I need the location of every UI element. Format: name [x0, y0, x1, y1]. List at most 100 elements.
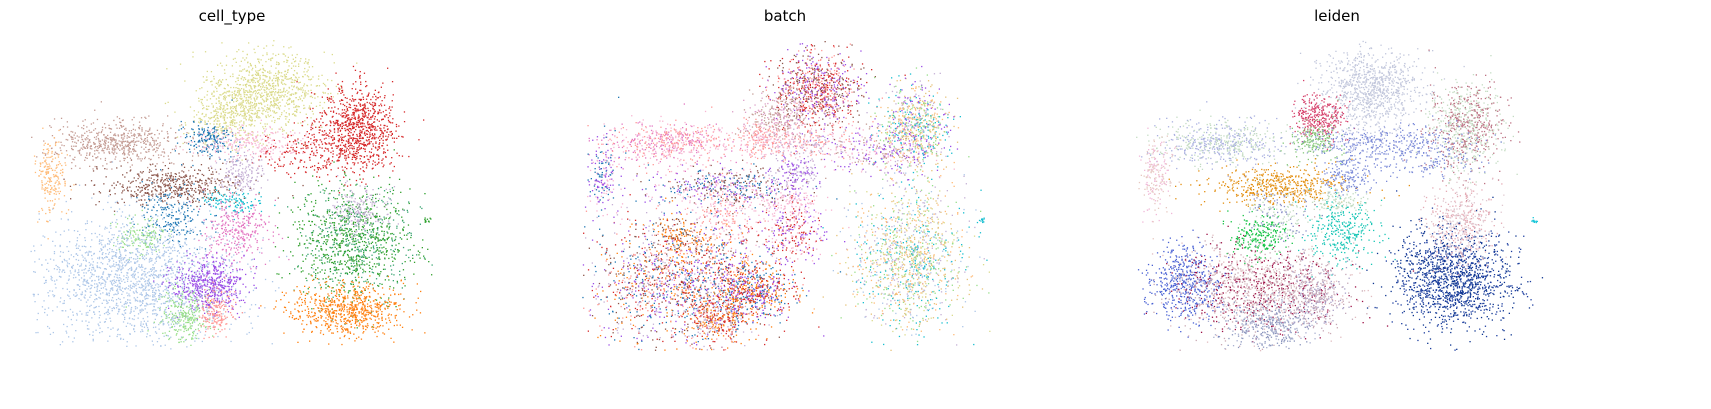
scatter-point	[265, 126, 266, 127]
scatter-point	[229, 127, 230, 128]
scatter-point	[250, 94, 251, 95]
scatter-point	[273, 96, 274, 97]
scatter-point	[391, 162, 392, 163]
scatter-point	[282, 238, 283, 239]
scatter-point	[259, 79, 260, 80]
scatter-point	[350, 122, 351, 123]
scatter-point	[153, 327, 154, 328]
scatter-point	[232, 76, 233, 77]
scatter-point	[147, 205, 148, 206]
scatter-point	[380, 96, 381, 97]
scatter-point	[336, 148, 337, 149]
scatter-point	[43, 140, 44, 141]
scatter-point	[49, 210, 50, 211]
scatter-point	[218, 152, 219, 153]
scatter-point	[249, 103, 250, 104]
scatter-point	[223, 111, 224, 112]
scatter-point	[351, 143, 352, 144]
scatter-point	[157, 143, 158, 144]
scatter-point	[402, 136, 403, 137]
scatter-point	[47, 166, 48, 167]
scatter-point	[238, 169, 239, 170]
scatter-point	[374, 121, 375, 122]
scatter-point	[240, 114, 241, 115]
scatter-point	[300, 122, 301, 123]
scatter-point	[250, 186, 251, 187]
scatter-point	[54, 185, 55, 186]
scatter-point	[195, 201, 196, 202]
scatter-point	[215, 119, 216, 120]
scatter-point	[206, 106, 207, 107]
scatter-point	[133, 138, 134, 139]
scatter-point	[238, 155, 239, 156]
scatter-point	[144, 133, 145, 134]
scatter-point	[307, 131, 308, 132]
scatter-point	[116, 140, 117, 141]
scatter-point	[330, 102, 331, 103]
scatter-point	[230, 76, 231, 77]
scatter-point	[217, 204, 218, 205]
scatter-point	[346, 114, 347, 115]
scatter-point	[235, 150, 236, 151]
scatter-point	[270, 132, 271, 133]
scatter-point	[259, 103, 260, 104]
scatter-point	[194, 110, 195, 111]
scatter-point	[228, 219, 229, 220]
scatter-point	[293, 101, 294, 102]
scatter-point	[220, 187, 221, 188]
scatter-point	[258, 146, 259, 147]
scatter-point	[147, 209, 148, 210]
scatter-point	[220, 141, 221, 142]
scatter-point	[360, 143, 361, 144]
scatter-point	[319, 121, 320, 122]
scatter-point	[142, 158, 143, 159]
scatter-point	[143, 235, 144, 236]
scatter-point	[293, 151, 294, 152]
scatter-point	[78, 140, 79, 141]
scatter-point	[369, 128, 370, 129]
scatter-point	[350, 124, 351, 125]
scatter-point	[81, 127, 82, 128]
scatter-point	[264, 134, 265, 135]
scatter-point	[324, 138, 325, 139]
scatter-point	[118, 231, 119, 232]
scatter-point	[217, 140, 218, 141]
scatter-point	[204, 97, 205, 98]
scatter-point	[273, 78, 274, 79]
scatter-point	[105, 127, 106, 128]
scatter-point	[333, 137, 334, 138]
scatter-point	[121, 135, 122, 136]
scatter-point	[236, 148, 237, 149]
scatter-point	[242, 69, 243, 70]
scatter-point	[245, 85, 246, 86]
scatter-point	[204, 147, 205, 148]
scatter-point	[121, 126, 122, 127]
scatter-point	[223, 232, 224, 233]
scatter-point	[265, 111, 266, 112]
scatter-point	[293, 143, 294, 144]
scatter-point	[363, 97, 364, 98]
scatter-point	[256, 227, 257, 228]
scatter-point	[101, 131, 102, 132]
scatter-point	[226, 163, 227, 164]
scatter-point	[381, 160, 382, 161]
scatter-point	[186, 142, 187, 143]
scatter-point	[151, 233, 152, 234]
scatter-point	[359, 136, 360, 137]
scatter-point	[168, 184, 169, 185]
scatter-point	[336, 155, 337, 156]
scatter-point	[221, 203, 222, 204]
scatter-point	[239, 261, 240, 262]
scatter-point	[98, 132, 99, 133]
scatter-point	[46, 221, 47, 222]
scatter-point	[139, 158, 140, 159]
scatter-point	[124, 154, 125, 155]
scatter-point	[243, 106, 244, 107]
scatter-point	[151, 178, 152, 179]
scatter-point	[236, 115, 237, 116]
scatter-point	[191, 128, 192, 129]
scatter-point	[216, 88, 217, 89]
scatter-point	[88, 142, 89, 143]
scatter-point	[202, 103, 203, 104]
scatter-point	[92, 156, 93, 157]
